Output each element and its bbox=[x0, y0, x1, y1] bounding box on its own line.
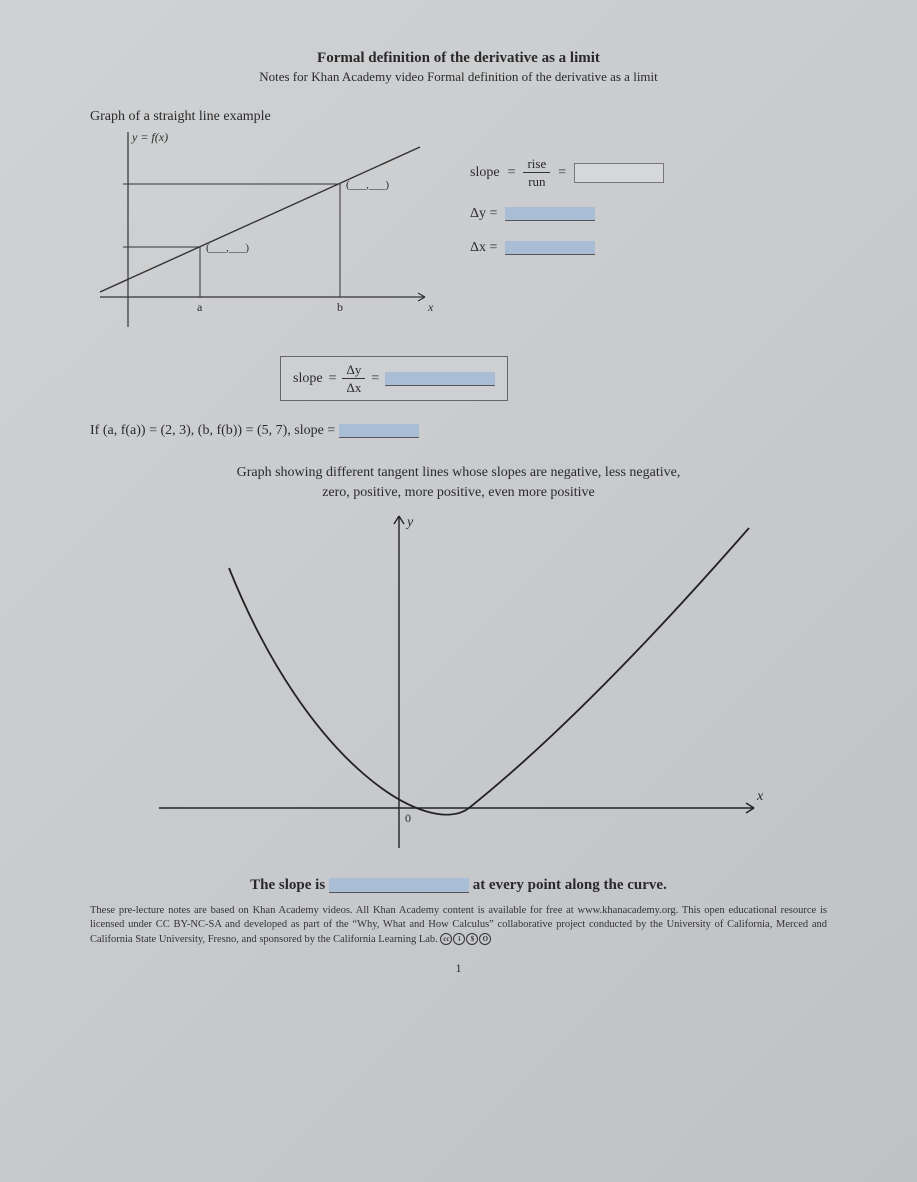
slope-label: slope bbox=[470, 165, 500, 181]
slope-sentence-blank[interactable] bbox=[329, 878, 469, 893]
line-graph: y = f(x) x a b (___,___) (___,___) bbox=[90, 127, 440, 342]
rise-label: rise bbox=[523, 157, 550, 173]
cc-icons: cc i $ O bbox=[440, 933, 491, 945]
slope-rise-run-row: slope = rise run = bbox=[470, 157, 827, 188]
delta-y-blank[interactable] bbox=[505, 207, 595, 221]
section2-heading: Graph showing different tangent lines wh… bbox=[90, 463, 827, 502]
formula-blank[interactable] bbox=[385, 372, 495, 386]
section2-heading-l1: Graph showing different tangent lines wh… bbox=[237, 465, 681, 480]
dy: Δy bbox=[342, 363, 365, 379]
example-prefix: If (a, f(a)) = (2, 3), (b, f(b)) = (5, 7… bbox=[90, 423, 335, 438]
equals-sign: = bbox=[508, 165, 516, 181]
svg-text:(___,___): (___,___) bbox=[346, 179, 389, 191]
equals-3: = bbox=[329, 371, 337, 387]
svg-text:0: 0 bbox=[405, 811, 411, 825]
svg-text:y = f(x): y = f(x) bbox=[131, 130, 168, 144]
equals-4: = bbox=[371, 371, 379, 387]
svg-text:y: y bbox=[405, 515, 414, 530]
cc-icon-by: i bbox=[453, 933, 465, 945]
svg-text:a: a bbox=[197, 300, 203, 314]
cc-icon-sa: O bbox=[479, 933, 491, 945]
delta-x-blank[interactable] bbox=[505, 241, 595, 255]
slope-sentence-before: The slope is bbox=[250, 877, 325, 893]
slope-answer-box[interactable] bbox=[574, 163, 664, 183]
slope-sentence-after: at every point along the curve. bbox=[473, 877, 667, 893]
title-block: Formal definition of the derivative as a… bbox=[90, 50, 827, 85]
page-number: 1 bbox=[90, 961, 827, 976]
document-page: Formal definition of the derivative as a… bbox=[0, 0, 917, 1182]
slope-formula-box: slope = Δy Δx = bbox=[280, 356, 508, 401]
footer-note: These pre-lecture notes are based on Kha… bbox=[90, 904, 827, 947]
top-row: y = f(x) x a b (___,___) (___,___) slope = ri… bbox=[90, 127, 827, 342]
slope-sentence: The slope is at every point along the cu… bbox=[90, 877, 827, 894]
slope-label-2: slope bbox=[293, 371, 323, 387]
line-graph-svg: y = f(x) x a b (___,___) (___,___) bbox=[90, 127, 440, 337]
svg-text:(___,___): (___,___) bbox=[206, 242, 249, 254]
slope-definitions: slope = rise run = Δy = Δx = bbox=[470, 127, 827, 274]
delta-y-row: Δy = bbox=[470, 206, 827, 222]
dx: Δx bbox=[342, 379, 365, 394]
example-blank[interactable] bbox=[339, 424, 419, 438]
example-line: If (a, f(a)) = (2, 3), (b, f(b)) = (5, 7… bbox=[90, 423, 827, 439]
section2-heading-l2: zero, positive, more positive, even more… bbox=[322, 485, 595, 500]
delta-x-row: Δx = bbox=[470, 240, 827, 256]
rise-over-run: rise run bbox=[523, 157, 550, 188]
curve-graph-svg: y x 0 bbox=[149, 508, 769, 858]
subtitle: Notes for Khan Academy video Formal defi… bbox=[90, 69, 827, 85]
svg-text:x: x bbox=[756, 789, 764, 804]
cc-icon-cc: cc bbox=[440, 933, 452, 945]
delta-y-label: Δy = bbox=[470, 206, 497, 222]
main-title: Formal definition of the derivative as a… bbox=[90, 50, 827, 67]
equals-sign-2: = bbox=[558, 165, 566, 181]
cc-icon-nc: $ bbox=[466, 933, 478, 945]
section1-heading: Graph of a straight line example bbox=[90, 109, 827, 125]
dy-over-dx: Δy Δx bbox=[342, 363, 365, 394]
curve-graph: y x 0 bbox=[90, 508, 827, 863]
svg-text:x: x bbox=[427, 300, 434, 314]
delta-x-label: Δx = bbox=[470, 240, 497, 256]
svg-text:b: b bbox=[337, 300, 343, 314]
run-label: run bbox=[524, 173, 549, 188]
